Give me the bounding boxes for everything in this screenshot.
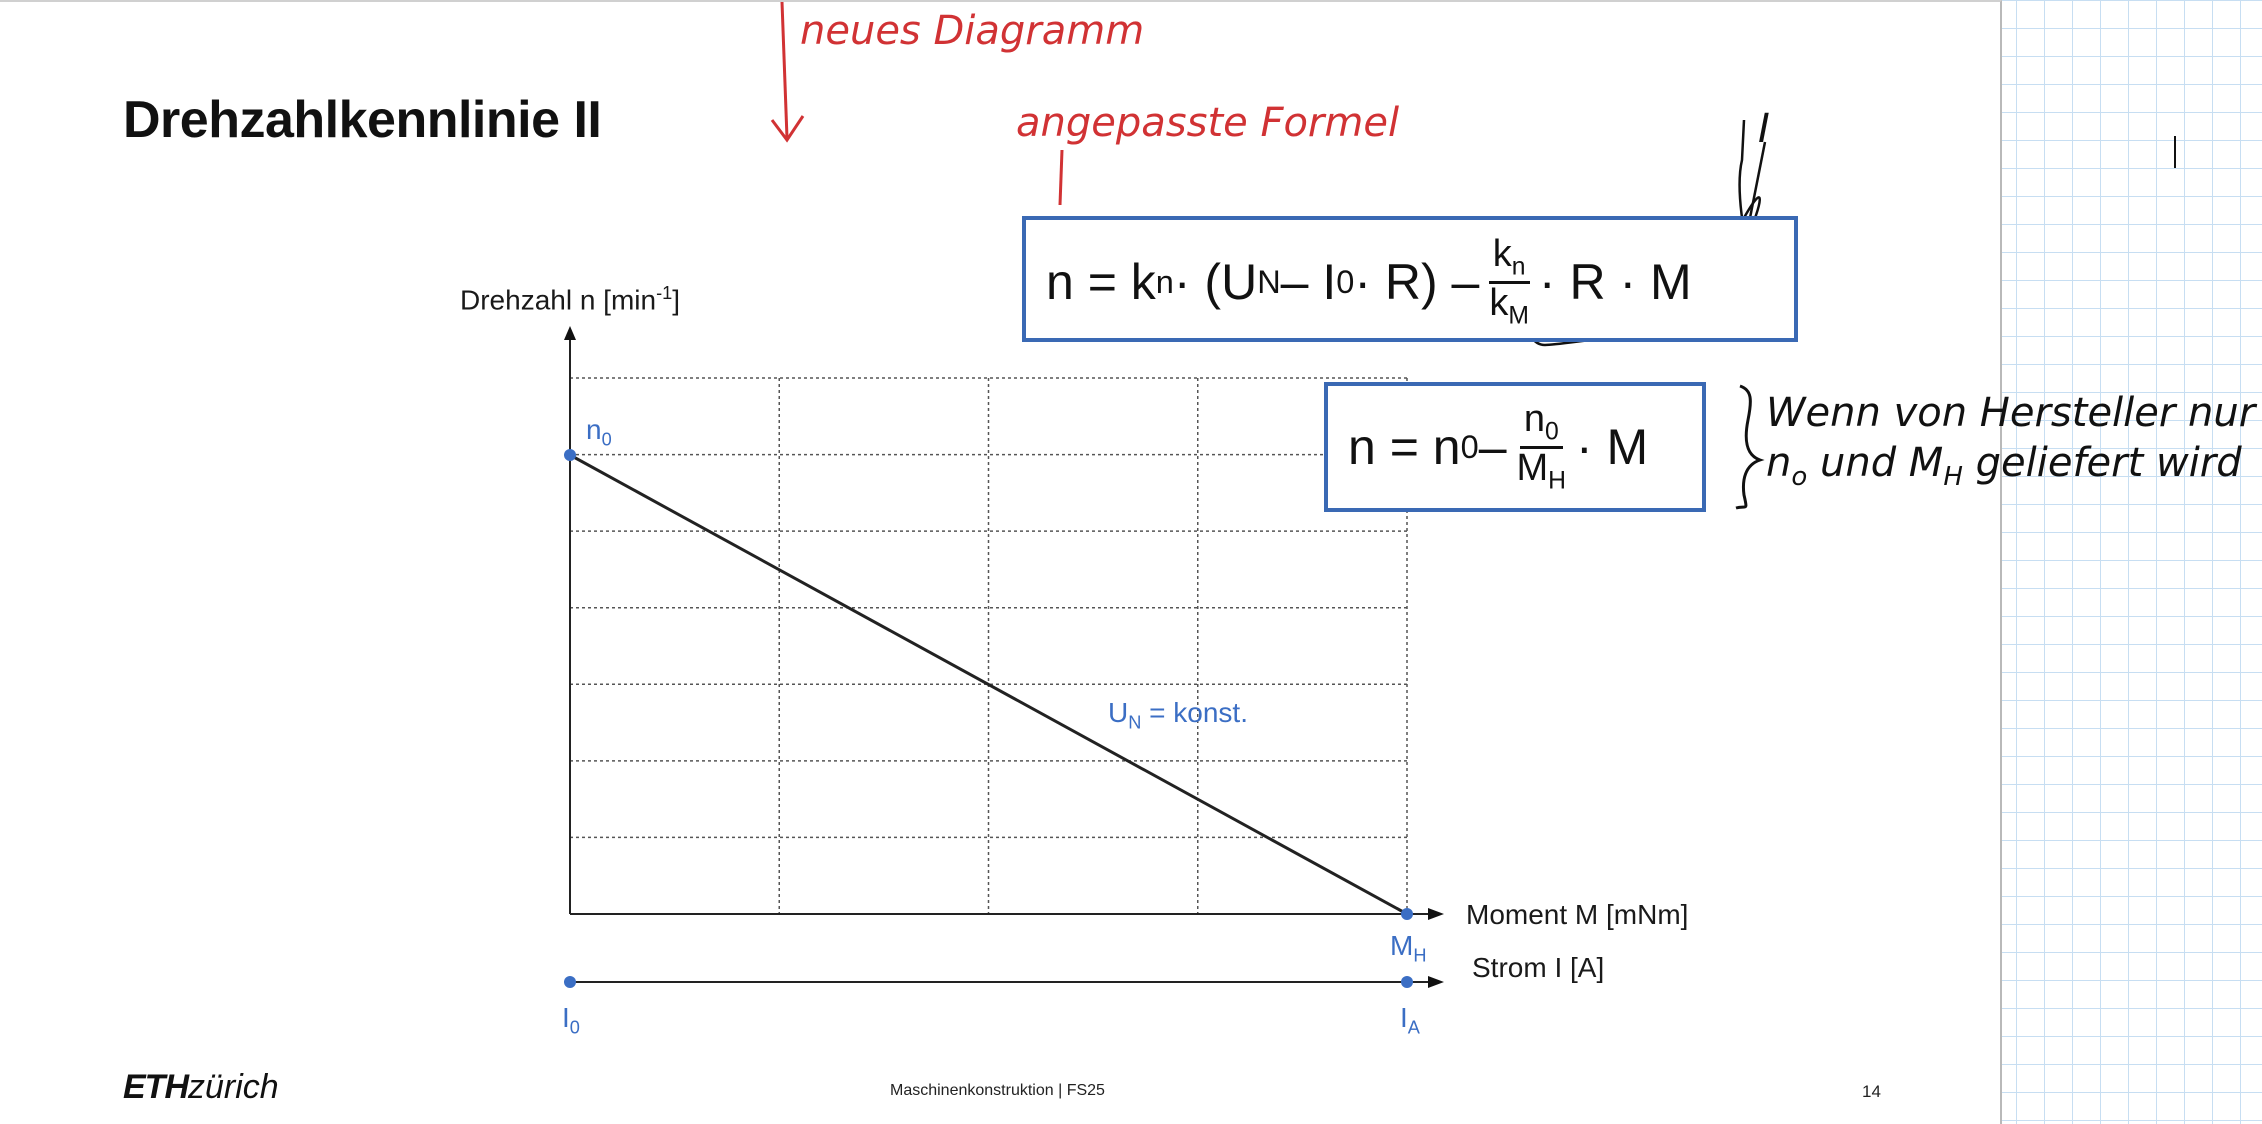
i0-label: I0 [562,1002,580,1038]
current-axis-label: Strom I [A] [1472,952,1605,983]
note-manufacturer-line2: no und MH geliefert wird [1766,440,2242,492]
formula-box-simple [1324,382,1706,512]
slide-title: Drehzahlkennlinie II [123,91,602,149]
red-arrow-stroke [780,1,789,139]
red-arrow-head [770,115,805,143]
x-axis-label: Moment M [mNm] [1466,899,1689,930]
fraction-n0-mh: n0 MH [1516,397,1567,495]
ia-label: IA [1400,1002,1420,1038]
note-angepasste-formel: angepasste Formel [1016,100,1400,146]
point-ia [1401,976,1413,988]
fraction-kn-km: kn kM [1488,232,1530,330]
footer-course: Maschinenkonstruktion | FS25 [890,1082,1105,1099]
i-pointer-line [1746,141,1767,229]
formula-box-full [1022,216,1798,342]
x-axis-arrow [1428,908,1444,920]
characteristic-line [569,453,1408,916]
y-axis-label: Drehzahl n [min-1] [460,283,681,316]
chart-grid [570,377,1409,915]
black-brace [1735,384,1765,510]
y-axis-arrow [564,326,576,340]
line-label: UN = konst. [1108,697,1248,733]
point-n0 [564,449,576,461]
note-neues-diagramm: neues Diagramm [800,8,1145,54]
slide: Drehzahlkennlinie II ETHzürich Maschinen… [0,0,2002,1124]
point-mh [1401,908,1413,920]
red-pointer-line [1058,149,1064,206]
n0-label: n0 [586,414,612,450]
current-axis-arrow [1428,976,1444,988]
mh-label: MH [1390,930,1427,966]
text-cursor [2174,136,2176,168]
eth-logo: ETHzürich [123,1068,279,1106]
note-manufacturer-line1: Wenn von Hersteller nur [1766,390,2256,436]
point-i0 [564,976,576,988]
page-number: 14 [1862,1082,1881,1101]
note-current-i: I [1758,106,1770,152]
